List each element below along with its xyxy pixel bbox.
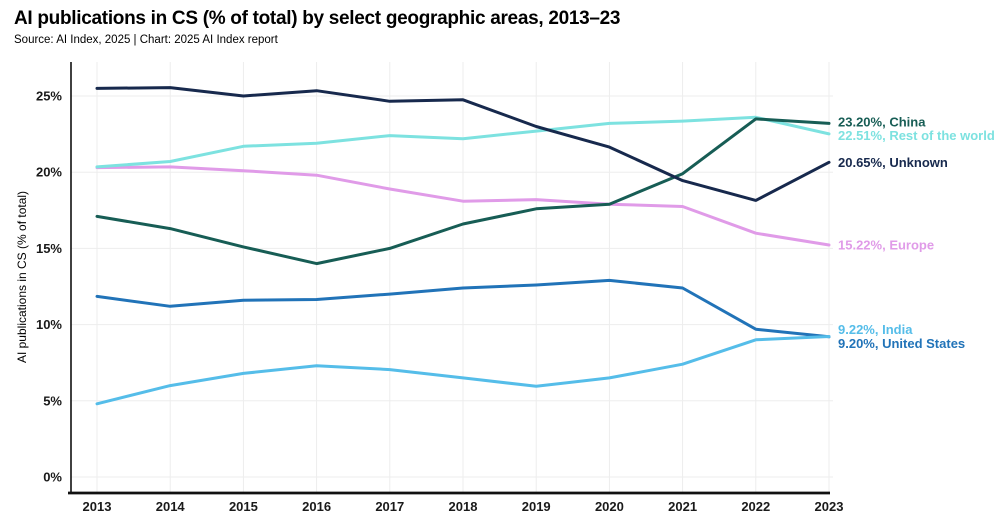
x-tick-label: 2015 — [229, 499, 258, 514]
chart-source: Source: AI Index, 2025 | Chart: 2025 AI … — [14, 34, 278, 46]
x-tick-label: 2013 — [83, 499, 112, 514]
y-tick-label: 10% — [36, 317, 62, 332]
y-tick-label: 15% — [36, 241, 62, 256]
series-line-india — [95, 335, 831, 406]
x-tick-label: 2020 — [595, 499, 624, 514]
series-end-label-china: 23.20%, China — [838, 114, 926, 129]
x-tick-label: 2023 — [815, 499, 844, 514]
x-tick-label: 2016 — [302, 499, 331, 514]
series-end-label-europe: 15.22%, Europe — [838, 238, 934, 253]
x-tick-label: 2018 — [449, 499, 478, 514]
x-tick-label: 2022 — [741, 499, 770, 514]
y-tick-label: 25% — [36, 89, 62, 104]
series-line-china — [95, 117, 831, 266]
series-end-label-unknown: 20.65%, Unknown — [838, 155, 948, 170]
series-line-unknown — [95, 86, 831, 202]
x-tick-label: 2017 — [375, 499, 404, 514]
series-line-united-states — [95, 278, 831, 339]
y-tick-label: 20% — [36, 165, 62, 180]
x-tick-label: 2014 — [156, 499, 186, 514]
series-end-label-india: 9.22%, India — [838, 322, 913, 337]
series-end-label-united-states: 9.20%, United States — [838, 336, 965, 351]
y-tick-label: 0% — [43, 470, 62, 485]
x-tick-label: 2021 — [668, 499, 697, 514]
series-line-europe — [95, 165, 831, 247]
x-tick-label: 2019 — [522, 499, 551, 514]
y-tick-label: 5% — [43, 393, 62, 408]
chart-title: AI publications in CS (% of total) by se… — [14, 8, 621, 29]
series-end-label-rest-of-the-world: 22.51%, Rest of the world — [838, 128, 995, 143]
series-line-rest-of-the-world — [95, 115, 831, 169]
